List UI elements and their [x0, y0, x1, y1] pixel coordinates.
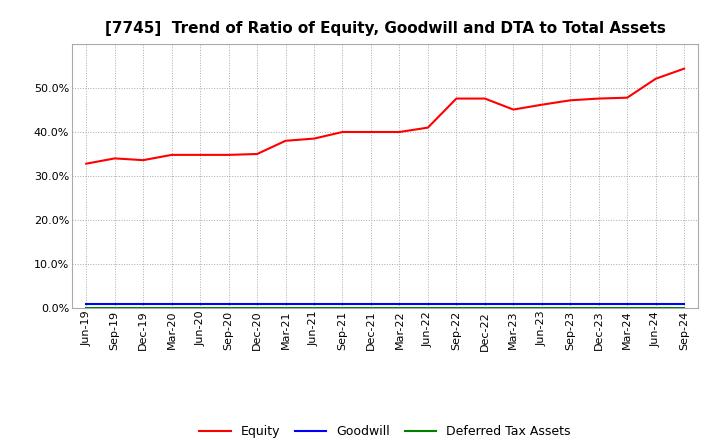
Deferred Tax Assets	[282, 305, 290, 310]
Deferred Tax Assets	[139, 305, 148, 310]
Deferred Tax Assets	[196, 305, 204, 310]
Goodwill	[509, 301, 518, 306]
Equity	[566, 98, 575, 103]
Deferred Tax Assets	[680, 305, 688, 310]
Equity	[310, 136, 318, 141]
Goodwill	[423, 301, 432, 306]
Deferred Tax Assets	[480, 305, 489, 310]
Equity	[366, 129, 375, 135]
Goodwill	[310, 301, 318, 306]
Goodwill	[652, 301, 660, 306]
Equity	[623, 95, 631, 100]
Deferred Tax Assets	[537, 305, 546, 310]
Equity	[338, 129, 347, 135]
Equity	[509, 107, 518, 112]
Deferred Tax Assets	[623, 305, 631, 310]
Goodwill	[110, 301, 119, 306]
Goodwill	[338, 301, 347, 306]
Equity	[282, 138, 290, 143]
Goodwill	[253, 301, 261, 306]
Goodwill	[82, 301, 91, 306]
Goodwill	[595, 301, 603, 306]
Equity	[452, 96, 461, 101]
Deferred Tax Assets	[310, 305, 318, 310]
Deferred Tax Assets	[167, 305, 176, 310]
Equity	[652, 76, 660, 81]
Goodwill	[480, 301, 489, 306]
Equity	[537, 102, 546, 107]
Deferred Tax Assets	[366, 305, 375, 310]
Goodwill	[566, 301, 575, 306]
Deferred Tax Assets	[253, 305, 261, 310]
Legend: Equity, Goodwill, Deferred Tax Assets: Equity, Goodwill, Deferred Tax Assets	[199, 425, 571, 438]
Goodwill	[366, 301, 375, 306]
Goodwill	[452, 301, 461, 306]
Equity	[82, 161, 91, 166]
Equity	[480, 96, 489, 101]
Equity	[395, 129, 404, 135]
Equity	[225, 152, 233, 158]
Goodwill	[282, 301, 290, 306]
Deferred Tax Assets	[82, 305, 91, 310]
Deferred Tax Assets	[338, 305, 347, 310]
Goodwill	[680, 301, 688, 306]
Equity	[167, 152, 176, 158]
Equity	[423, 125, 432, 130]
Title: [7745]  Trend of Ratio of Equity, Goodwill and DTA to Total Assets: [7745] Trend of Ratio of Equity, Goodwil…	[105, 21, 665, 36]
Deferred Tax Assets	[652, 305, 660, 310]
Goodwill	[537, 301, 546, 306]
Deferred Tax Assets	[225, 305, 233, 310]
Deferred Tax Assets	[595, 305, 603, 310]
Deferred Tax Assets	[395, 305, 404, 310]
Goodwill	[167, 301, 176, 306]
Equity	[680, 66, 688, 71]
Equity	[110, 156, 119, 161]
Equity	[595, 96, 603, 101]
Goodwill	[139, 301, 148, 306]
Line: Equity: Equity	[86, 69, 684, 164]
Deferred Tax Assets	[452, 305, 461, 310]
Goodwill	[196, 301, 204, 306]
Goodwill	[225, 301, 233, 306]
Deferred Tax Assets	[566, 305, 575, 310]
Goodwill	[623, 301, 631, 306]
Equity	[253, 151, 261, 157]
Deferred Tax Assets	[423, 305, 432, 310]
Goodwill	[395, 301, 404, 306]
Deferred Tax Assets	[509, 305, 518, 310]
Equity	[139, 158, 148, 163]
Deferred Tax Assets	[110, 305, 119, 310]
Equity	[196, 152, 204, 158]
